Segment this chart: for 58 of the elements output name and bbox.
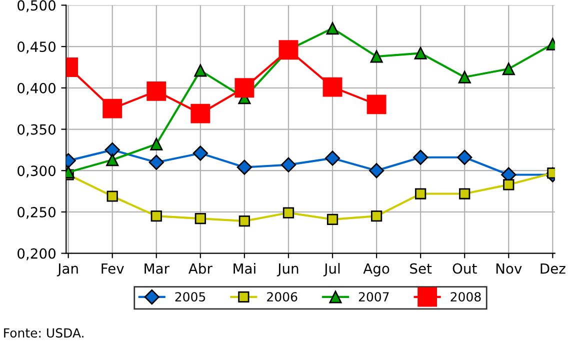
point [370,50,383,63]
legend-label: 2007 [358,292,389,302]
x-tick-label: Mar [144,263,170,274]
point [503,179,514,190]
point [324,150,340,166]
x-tick-label: Set [410,263,432,274]
y-tick-label: 0,250 [18,206,56,219]
x-tick-label: Mai [234,263,256,274]
x-tick-label: Jun [276,263,298,276]
point [414,46,427,60]
source-note: Fonte: USDA. [4,328,84,338]
point [234,78,254,98]
point [502,62,515,76]
point [102,98,122,118]
y-tick-label: 0,450 [18,42,56,54]
x-tick-label: Nov [496,263,522,274]
y-tick-label: 0,300 [18,166,56,178]
point [150,138,163,150]
point [366,94,386,114]
legend-label: 2006 [267,292,298,302]
point [150,210,162,222]
x-tick-label: Fev [102,263,124,274]
point [190,104,210,124]
point [368,163,384,178]
point [280,157,296,172]
point [326,22,339,35]
x-tick-label: Ago [363,263,390,276]
point [322,77,342,97]
y-tick-label: 0,200 [18,248,56,260]
point [148,154,164,170]
point [458,70,471,84]
point [457,150,472,165]
point [413,150,428,165]
x-tick-label: Dez [540,263,566,274]
point [282,207,294,218]
point [459,188,470,200]
y-tick-label: 0,400 [18,82,56,95]
point [104,142,120,158]
point [370,210,382,222]
point [236,160,252,175]
x-tick-label: Jan [56,263,78,276]
legend-label: 2005 [175,292,206,302]
y-tick-label: 0,500 [18,0,56,12]
x-tick-label: Out [452,263,477,274]
y-tick-label: 0,350 [18,124,56,136]
x-tick-label: Abr [188,263,212,274]
point [415,188,426,200]
point [106,190,118,202]
x-tick-label: Jul [323,263,340,276]
point [278,40,298,60]
point [326,214,338,225]
point [146,81,166,101]
point [192,146,208,161]
point [238,216,250,227]
point [194,213,206,224]
legend-label: 2008 [450,292,481,302]
point [194,64,207,77]
point [106,154,119,166]
